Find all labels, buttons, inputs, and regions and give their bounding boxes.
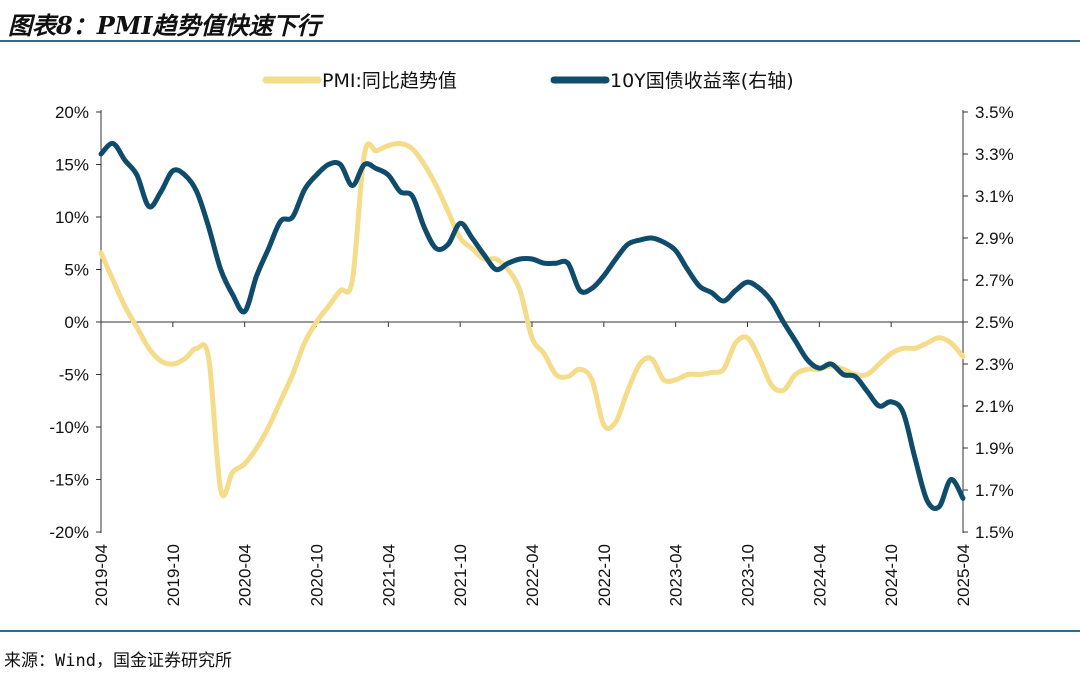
right-tick-label: 2.1% (975, 397, 1014, 416)
left-tick-label: 0% (64, 313, 89, 332)
series-line-10y (98, 140, 966, 511)
right-tick-label: 1.9% (975, 439, 1014, 458)
left-tick-label: -20% (49, 523, 89, 542)
right-tick-label: 2.3% (975, 355, 1014, 374)
series-group (98, 140, 966, 511)
left-tick-label: 5% (64, 261, 89, 280)
x-tick-label: 2023-04 (667, 544, 686, 606)
right-tick-label: 3.1% (975, 187, 1014, 206)
left-tick-label: -10% (49, 418, 89, 437)
x-tick-label: 2021-04 (379, 544, 398, 606)
left-tick-label: 10% (55, 208, 89, 227)
right-axis-ticks: 3.5% 3.3% 3.1% 2.9% 2.7% 2.5% 2.3% 2.1% 1.9% 1.7%… (963, 103, 1014, 542)
x-tick-label: 2020-10 (308, 544, 327, 606)
x-tick-label: 2022-04 (523, 544, 542, 606)
right-tick-label: 2.7% (975, 271, 1014, 290)
source-note: 来源：Wind，国金证券研究所 (4, 651, 232, 671)
chart-title: 图表8：PMI趋势值快速下行 (8, 11, 321, 40)
title-rule (0, 40, 1080, 42)
x-tick-label: 2020-04 (236, 544, 255, 606)
x-tick-label: 2023-10 (739, 544, 758, 606)
legend-label-pmi: PMI:同比趋势值 (322, 70, 457, 92)
left-tick-label: -15% (49, 471, 89, 490)
x-tick-label: 2019-04 (92, 544, 111, 606)
legend: PMI:同比趋势值 10Y国债收益率(右轴) (262, 70, 794, 92)
left-axis-ticks: 20% 15% 10% 5% 0% -5% -10% -15% -20% (49, 103, 101, 542)
series-line-pmi (98, 140, 966, 499)
x-axis-ticks: 2019-04 2019-10 2020-04 2020-10 2021-04 2021-… (92, 322, 973, 606)
right-tick-label: 1.7% (975, 481, 1014, 500)
x-tick-label: 2024-10 (882, 544, 901, 606)
right-tick-label: 3.5% (975, 103, 1014, 122)
left-tick-label: -5% (59, 366, 89, 385)
right-tick-label: 2.9% (975, 229, 1014, 248)
right-tick-label: 2.5% (975, 313, 1014, 332)
x-tick-label: 2024-04 (810, 544, 829, 606)
left-tick-label: 20% (55, 103, 89, 122)
x-tick-label: 2025-04 (954, 544, 973, 606)
right-tick-label: 1.5% (975, 523, 1014, 542)
legend-label-10y: 10Y国债收益率(右轴) (610, 70, 794, 92)
x-tick-label: 2022-10 (595, 544, 614, 606)
right-tick-label: 3.3% (975, 145, 1014, 164)
x-tick-label: 2021-10 (451, 544, 470, 606)
left-tick-label: 15% (55, 156, 89, 175)
source-rule (0, 630, 1080, 632)
x-tick-label: 2019-10 (164, 544, 183, 606)
chart: PMI:同比趋势值 10Y国债收益率(右轴) 20% 15% 10% 5% 0% -5% -… (49, 70, 1014, 606)
